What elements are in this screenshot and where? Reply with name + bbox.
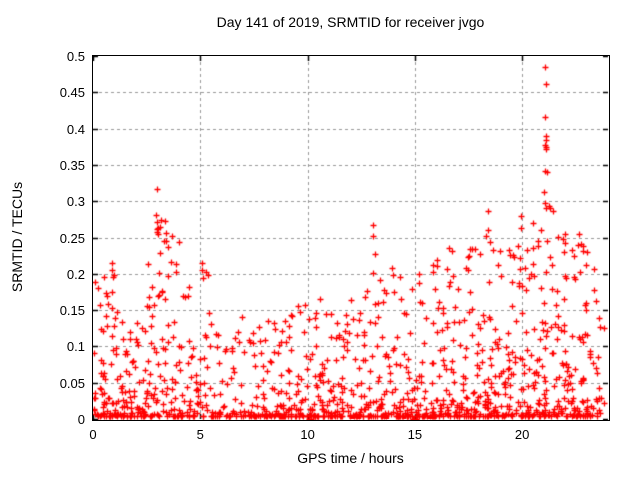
y-tick-label: 0.45: [59, 85, 85, 101]
x-axis-title: GPS time / hours: [297, 450, 404, 466]
scatter-canvas: [93, 56, 609, 420]
x-tick-label: 15: [407, 427, 423, 442]
y-tick-label: 0.1: [66, 339, 85, 355]
x-tick-label: 5: [196, 427, 204, 442]
y-tick-label: 0: [77, 412, 85, 427]
y-tick-label: 0.5: [66, 49, 85, 64]
y-tick-label: 0.05: [59, 375, 85, 391]
y-axis-title: SRMTID / TECUs: [9, 181, 25, 293]
x-tick-label: 0: [89, 427, 97, 442]
y-tick-label: 0.25: [59, 230, 85, 246]
y-tick-label: 0.35: [59, 157, 85, 173]
y-tick-label: 0.15: [59, 303, 85, 319]
y-tick-label: 0.2: [66, 266, 85, 282]
y-tick-label: 0.4: [66, 121, 85, 137]
y-tick-label: 0.3: [66, 194, 85, 210]
x-tick-label: 20: [514, 427, 530, 442]
chart-title: Day 141 of 2019, SRMTID for receiver jvg…: [216, 14, 485, 30]
plot-area: [92, 55, 610, 421]
x-tick-label: 10: [300, 427, 315, 442]
